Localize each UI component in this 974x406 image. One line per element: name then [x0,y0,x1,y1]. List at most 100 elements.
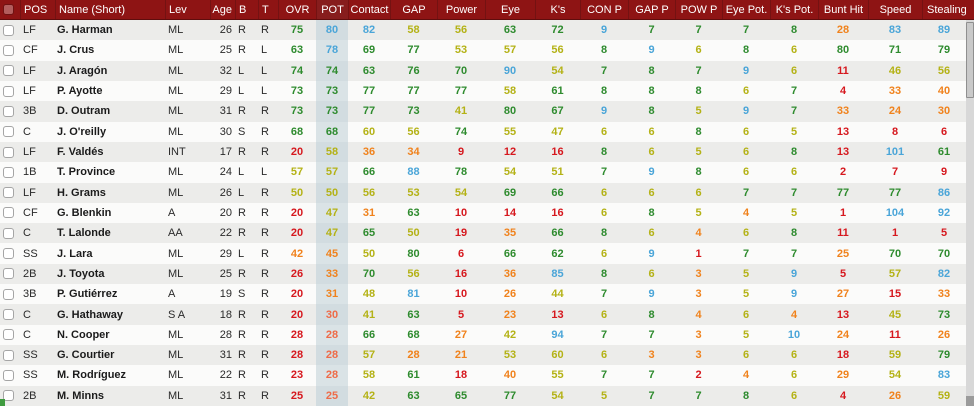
select-all-header-cell[interactable] [0,0,20,19]
column-header-ovr[interactable]: OVR [278,0,316,19]
player-row[interactable]: LF G. Harman ML 26 R R 75 80 82 58 56 63 72 9 7 7 7 8 28 83… [0,20,966,41]
column-header-name[interactable]: Name (Short) [55,0,165,19]
column-header-pos[interactable]: POS [20,0,55,19]
player-row[interactable]: 1B T. Province ML 24 L L 57 57 66 88 78 54 51 7 9 8 6 6 2 7… [0,162,966,183]
pot-rating: 28 [316,365,348,386]
player-name[interactable]: G. Hathaway [57,308,124,321]
row-checkbox[interactable] [3,166,14,178]
player-row[interactable]: SS M. Rodríguez ML 22 R R 23 28 58 61 18 40 55 7 7 2 4 6 2… [0,365,966,386]
throws-cell: R [261,227,269,240]
column-header-pot[interactable]: POT [316,0,348,19]
row-checkbox[interactable] [3,268,14,280]
row-checkbox[interactable] [3,288,14,300]
player-row[interactable]: SS J. Lara ML 29 L R 42 45 50 80 6 66 62 6 9 1 7 7 25 70 70 [0,243,966,264]
column-header-speed[interactable]: Speed [868,0,922,19]
player-name[interactable]: H. Grams [57,186,106,199]
player-name[interactable]: J. Crus [57,44,95,57]
row-checkbox[interactable] [3,369,14,381]
player-name[interactable]: F. Valdés [57,146,104,159]
player-name[interactable]: D. Outram [57,105,111,118]
age-cell: 29 [219,247,232,260]
row-checkbox[interactable] [3,65,14,77]
player-name[interactable]: G. Courtier [57,349,115,362]
column-header-powp[interactable]: POW P [675,0,722,19]
row-checkbox[interactable] [3,227,14,239]
scrollbar-thumb[interactable] [966,22,974,98]
player-row[interactable]: LF J. Aragón ML 32 L L 74 74 63 76 70 90 54 7 8 7 9 6 11 46… [0,60,966,81]
bats-cell: R [238,349,246,362]
bottom-left-accent [0,399,5,406]
row-checkbox[interactable] [3,207,14,219]
ovr-rating: 20 [290,206,304,219]
row-checkbox[interactable] [3,248,14,260]
contact-rating: 66 [362,328,376,341]
player-name[interactable]: T. Province [57,166,116,179]
player-name[interactable]: J. Lara [57,247,93,260]
column-header-age[interactable]: Age [210,0,235,19]
row-checkbox[interactable] [3,309,14,321]
pot-rating: 28 [316,324,348,345]
power-rating: 9 [457,146,465,159]
column-header-bunthit[interactable]: Bunt Hit [818,0,868,19]
player-row[interactable]: CF G. Blenkin A 20 R R 20 47 31 63 10 14 16 6 8 5 4 5 1 104… [0,202,966,224]
row-checkbox[interactable] [3,146,14,158]
player-row[interactable]: C N. Cooper ML 28 R R 28 28 66 68 27 42 94 7 7 3 5 10 24 11… [0,324,966,345]
column-header-eyepot[interactable]: Eye Pot. [722,0,770,19]
column-header-kspot[interactable]: K's Pot. [770,0,818,19]
contact-rating: 66 [362,166,376,179]
row-checkbox[interactable] [3,85,14,97]
contact-rating: 36 [362,146,376,159]
player-row[interactable]: LF H. Grams ML 26 L R 50 50 56 53 54 69 66 6 6 6 7 7 77 77 8… [0,182,966,203]
column-header-conp[interactable]: CON P [580,0,628,19]
player-row[interactable]: LF F. Valdés INT 17 R R 20 58 36 34 9 12 16 8 6 5 6 8 13 10… [0,141,966,163]
column-header-gap[interactable]: GAP [390,0,437,19]
player-row[interactable]: SS G. Courtier ML 31 R R 28 28 57 28 21 53 60 6 3 3 6 6 18… [0,345,966,366]
column-header-b[interactable]: B [235,0,258,19]
gap-rating: 63 [407,389,420,402]
player-name[interactable]: P. Ayotte [57,85,103,98]
player-row[interactable]: 3B P. Gutiérrez A 19 S R 20 31 48 81 10 26 44 7 9 3 5 9 27… [0,284,966,305]
bunthit-rating: 28 [836,24,850,37]
player-name[interactable]: T. Lalonde [57,227,111,240]
column-header-gapp[interactable]: GAP P [628,0,675,19]
player-row[interactable]: CF J. Crus ML 25 R L 63 78 69 77 53 57 56 8 9 6 8 6 80 71 79 [0,40,966,61]
row-checkbox[interactable] [3,126,14,138]
player-row[interactable]: 2B J. Toyota ML 25 R R 26 33 70 56 16 36 85 8 6 3 5 9 5 57 8… [0,263,966,285]
column-header-eye[interactable]: Eye [485,0,535,19]
player-name[interactable]: J. Toyota [57,267,105,280]
column-header-stealing[interactable]: Stealing [922,0,966,19]
player-row[interactable]: C J. O'reilly ML 30 S R 68 68 60 56 74 55 47 6 6 8 6 5 13 8… [0,121,966,142]
power-rating: 10 [454,206,468,219]
row-checkbox[interactable] [3,24,14,36]
player-row[interactable]: C T. Lalonde AA 22 R R 20 47 65 50 19 35 66 8 6 4 6 8 11 1 5 [0,223,966,244]
column-header-ks[interactable]: K's [535,0,580,19]
stealing-rating: 6 [940,125,948,138]
player-name[interactable]: J. Aragón [57,64,108,77]
row-checkbox[interactable] [3,44,14,56]
row-checkbox[interactable] [3,329,14,341]
player-row[interactable]: LF P. Ayotte ML 29 L L 73 73 77 77 77 58 61 8 8 8 6 7 4 33 4… [0,80,966,102]
player-name[interactable]: J. O'reilly [57,125,107,138]
player-name[interactable]: M. Rodríguez [57,369,127,382]
row-checkbox[interactable] [3,390,14,402]
select-all-checkbox[interactable] [3,4,14,15]
player-row[interactable]: 3B D. Outram ML 31 R R 73 73 77 73 41 80 67 9 8 5 9 7 33 24… [0,101,966,122]
row-checkbox[interactable] [3,105,14,117]
player-name[interactable]: N. Cooper [57,328,110,341]
player-name[interactable]: P. Gutiérrez [57,288,118,301]
player-name[interactable]: G. Harman [57,24,113,37]
stealing-rating: 79 [937,349,951,362]
column-header-power[interactable]: Power [437,0,485,19]
position-cell: CF [23,44,38,57]
row-checkbox[interactable] [3,187,14,199]
column-header-lev[interactable]: Lev [165,0,210,19]
column-header-t[interactable]: T [258,0,278,19]
gapp-rating: 8 [648,308,655,321]
player-row[interactable]: C G. Hathaway S A 18 R R 20 30 41 63 5 23 13 6 8 4 6 4 13 4… [0,304,966,325]
player-name[interactable]: G. Blenkin [57,206,112,219]
player-name[interactable]: M. Minns [57,389,105,402]
vertical-scrollbar[interactable] [966,20,974,406]
row-checkbox[interactable] [3,349,14,361]
player-row[interactable]: 2B M. Minns ML 31 R R 25 25 42 63 65 77 54 5 7 7 8 6 4 26 59 [0,385,966,406]
column-header-contact[interactable]: Contact [348,0,390,19]
